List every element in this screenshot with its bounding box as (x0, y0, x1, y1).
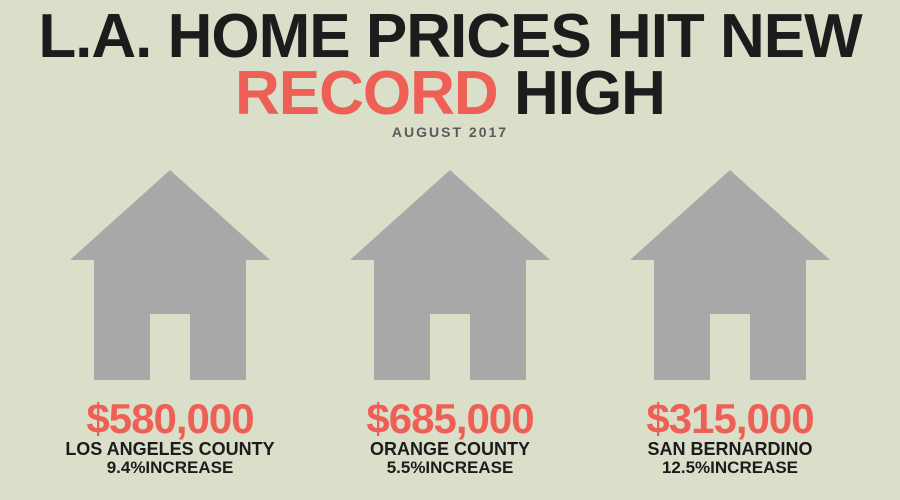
houses-row (0, 170, 900, 380)
headline-line1: L.A. HOME PRICES HIT NEW (0, 8, 900, 65)
stat-county: SAN BERNARDINO (590, 440, 870, 460)
stat-block-orange: $685,000 ORANGE COUNTY 5.5%INCREASE (310, 398, 590, 478)
stats-row: $580,000 LOS ANGELES COUNTY 9.4%INCREASE… (0, 398, 900, 478)
stat-county: LOS ANGELES COUNTY (30, 440, 310, 460)
infographic-container: L.A. HOME PRICES HIT NEW RECORD HIGH AUG… (0, 0, 900, 500)
stat-county: ORANGE COUNTY (310, 440, 590, 460)
stat-increase: 9.4%INCREASE (30, 459, 310, 478)
stat-block-sanbernardino: $315,000 SAN BERNARDINO 12.5%INCREASE (590, 398, 870, 478)
headline-line2: RECORD HIGH (0, 65, 900, 122)
stat-block-la: $580,000 LOS ANGELES COUNTY 9.4%INCREASE (30, 398, 310, 478)
house-icon (350, 170, 550, 380)
house-icon (70, 170, 270, 380)
headline-suffix: HIGH (498, 59, 665, 128)
stat-price: $580,000 (30, 398, 310, 440)
stat-increase: 12.5%INCREASE (590, 459, 870, 478)
stat-increase: 5.5%INCREASE (310, 459, 590, 478)
stat-price: $685,000 (310, 398, 590, 440)
headline-block: L.A. HOME PRICES HIT NEW RECORD HIGH (0, 0, 900, 122)
house-icon (630, 170, 830, 380)
headline-accent-word: RECORD (235, 59, 498, 128)
subtitle-date: AUGUST 2017 (0, 124, 900, 140)
stat-price: $315,000 (590, 398, 870, 440)
